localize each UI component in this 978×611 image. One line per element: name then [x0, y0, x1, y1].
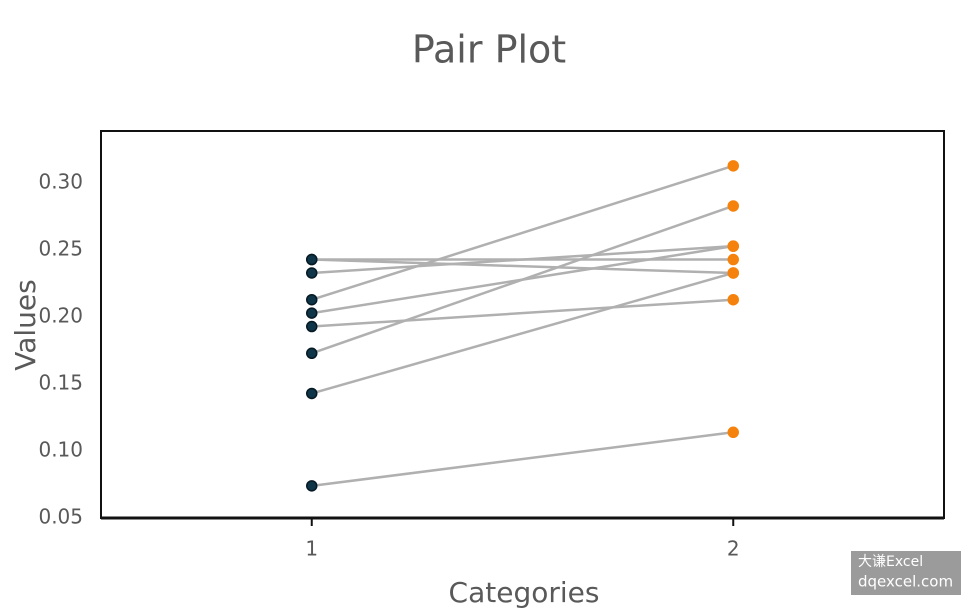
pair-line — [311, 258, 734, 275]
y-axis-label: Values — [9, 279, 42, 370]
point — [727, 160, 739, 172]
point — [306, 387, 318, 400]
x-axis-label: Categories — [449, 576, 600, 609]
watermark: dqexcel.com — [858, 573, 953, 591]
chart-title: Pair Plot — [412, 28, 566, 72]
point — [306, 347, 318, 360]
y-tick-label: 0.10 — [38, 438, 83, 462]
point — [306, 480, 318, 492]
point — [727, 240, 739, 252]
point — [306, 307, 318, 319]
watermark-box — [851, 551, 961, 595]
y-tick-label: 0.15 — [38, 371, 83, 395]
x-tick-label: 1 — [305, 537, 318, 561]
pair-line — [311, 164, 734, 301]
pair-line — [311, 244, 734, 315]
y-tick-label: 0.05 — [38, 505, 83, 529]
y-tick-label: 0.20 — [38, 304, 83, 328]
point — [306, 267, 318, 279]
y-tick-label: 0.30 — [38, 170, 83, 194]
x-tick-label: 2 — [727, 537, 740, 561]
pair-line — [311, 271, 734, 395]
point — [727, 253, 739, 266]
point — [727, 267, 739, 279]
watermark: 大谦Excel — [858, 554, 923, 570]
point — [306, 320, 318, 333]
point — [727, 293, 739, 306]
point — [306, 293, 318, 306]
point — [727, 200, 739, 212]
pair-line — [311, 431, 734, 488]
point — [727, 426, 739, 439]
pair-line — [311, 298, 734, 328]
y-tick-label: 0.25 — [38, 237, 83, 261]
pair-line — [311, 244, 734, 275]
point — [306, 253, 318, 266]
